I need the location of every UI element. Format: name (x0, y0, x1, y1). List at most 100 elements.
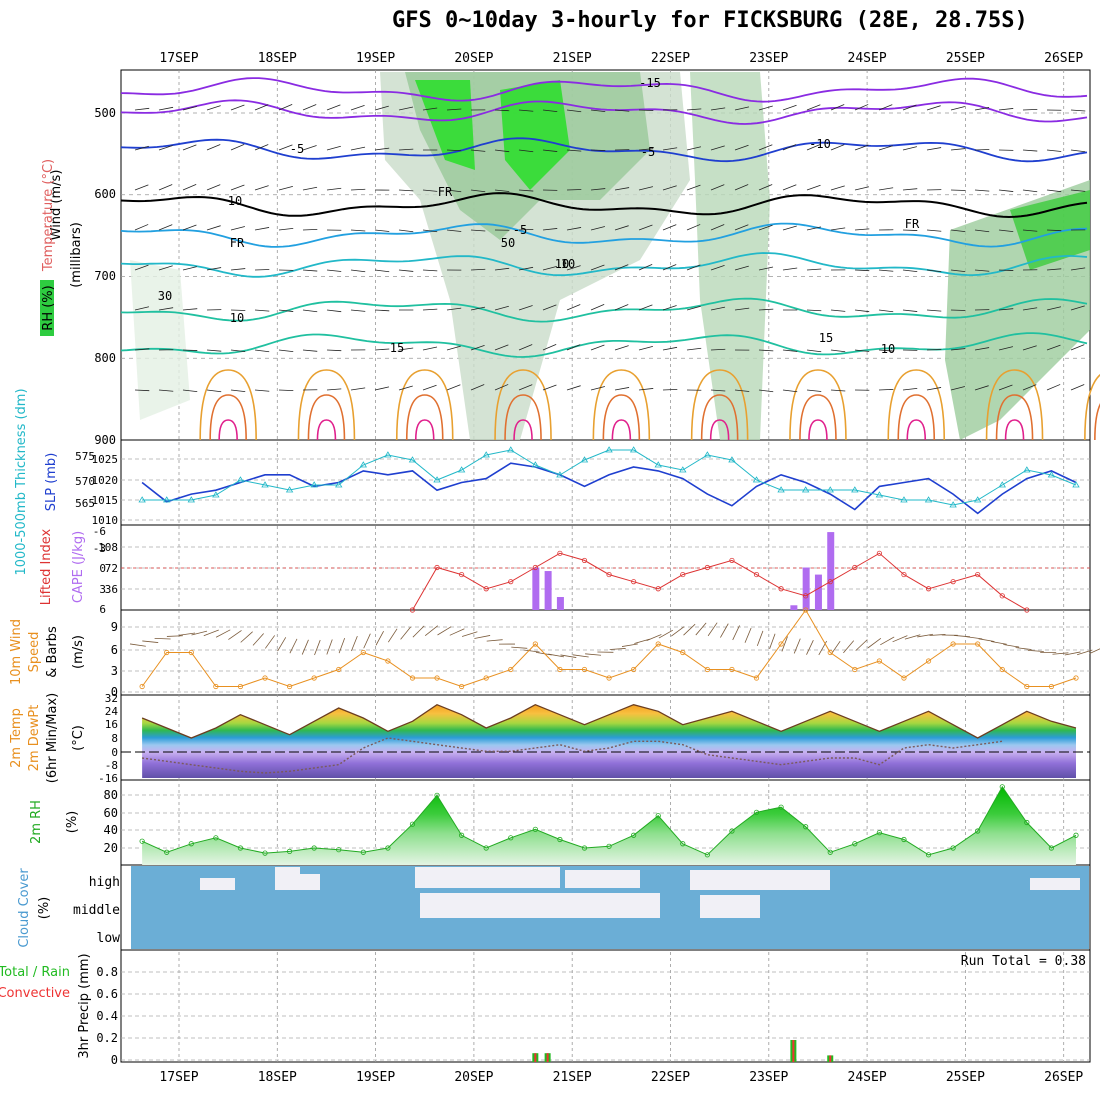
wind-barb (542, 228, 558, 231)
rh-shading (415, 80, 475, 170)
lifted_index-point (434, 564, 440, 571)
thickness-tick: 575 (75, 450, 95, 463)
wind10-barb (585, 653, 602, 656)
wind10-barb (904, 634, 921, 640)
rh2m-point (336, 847, 342, 853)
wind-barb (1022, 345, 1037, 351)
warm-contour (395, 369, 454, 441)
warm-contour (513, 419, 533, 441)
wind-barb (950, 269, 966, 273)
rh2m-unit: (%) (65, 811, 80, 834)
li-tick: -6 (93, 525, 106, 538)
temp2m-label-a: 2m Temp (9, 708, 24, 768)
wind-barb (1022, 149, 1038, 152)
wind-barb (662, 109, 678, 111)
wind-barb (446, 345, 461, 351)
wind-barb (590, 226, 605, 231)
wind-barb (614, 109, 630, 112)
wind-barb (878, 187, 894, 191)
wind10-barb (424, 625, 439, 636)
wind-barb (182, 266, 198, 271)
cape-bar (827, 532, 835, 610)
wind-barb (470, 229, 486, 232)
rh2m-point (975, 828, 981, 834)
lifted_index-point (778, 586, 784, 592)
wind-barb (686, 389, 702, 391)
precip-panel (120, 949, 1091, 1063)
wind10m-point (852, 666, 858, 673)
wind-barb (806, 226, 822, 231)
wind10m-point (680, 649, 686, 656)
temperature-contour (120, 297, 1088, 323)
wind-barb (1022, 108, 1038, 111)
thickness-point (482, 451, 490, 458)
wind-barb (998, 149, 1014, 151)
wind-barb (374, 386, 390, 391)
wind10m-point (483, 675, 489, 681)
wind-barb (518, 344, 533, 351)
wind-barb (638, 224, 653, 231)
wind10-barb (867, 638, 882, 649)
wind10-barb (1076, 649, 1093, 656)
thickness-point (261, 481, 269, 488)
wind-barb (350, 269, 366, 273)
wind-barb (734, 349, 750, 351)
cape-tick: 72 (105, 562, 118, 575)
wind-barb (374, 309, 390, 312)
wind10-barb (707, 622, 718, 637)
cape-bar (556, 597, 564, 610)
precip-tick: 0.2 (96, 1031, 118, 1045)
wind-barb (350, 387, 366, 391)
wind10-barb (449, 628, 465, 636)
cloud-gap (700, 895, 760, 918)
slp-label: SLP (mb) (44, 453, 59, 512)
cape-panel (120, 524, 1091, 611)
wind-barb (662, 346, 678, 351)
wind-barb (326, 388, 342, 391)
lifted_index-point (876, 550, 882, 556)
wind-barb (638, 345, 653, 351)
thickness-point (777, 486, 785, 493)
warm-contour (199, 369, 257, 441)
wind-barb (758, 266, 774, 271)
lifted_index-point (852, 564, 858, 571)
wind-barb (206, 349, 222, 352)
wind10-barb (621, 643, 638, 647)
wind-barb (254, 104, 269, 111)
warm-contour (504, 394, 542, 441)
wind-barb (590, 109, 606, 113)
wind10-barb (670, 626, 685, 637)
lifted_index-point (680, 571, 686, 578)
wind-barb (998, 189, 1014, 192)
date-tick-bottom: 22SEP (651, 1070, 690, 1085)
date-tick-bottom: 20SEP (454, 1070, 493, 1085)
wind-barb (518, 384, 533, 391)
rh2m-point (139, 838, 145, 844)
wind-barb (782, 309, 798, 311)
wind-barb (782, 389, 798, 393)
li-tick: 3 (99, 583, 106, 596)
cloud-gap (300, 874, 320, 890)
wind10-barb (806, 640, 814, 655)
wind-barb (782, 225, 797, 231)
warm-contour (494, 369, 552, 441)
wind-barb (926, 105, 941, 111)
precip-tick: 0.8 (96, 965, 118, 979)
wind-barb (1046, 306, 1062, 311)
contour-label: -5 (290, 142, 304, 156)
wind-barb (782, 267, 798, 271)
wind10-barb (880, 636, 895, 646)
temperature-contour (120, 252, 1088, 278)
wind-barb (326, 229, 342, 231)
warm-contour (985, 369, 1044, 441)
wind-barb (950, 348, 966, 351)
thickness-point (728, 456, 736, 463)
wind-barb (326, 309, 342, 313)
precip-tick: 0.6 (96, 987, 118, 1001)
wind10-barb (818, 640, 828, 656)
wind-barb (1070, 229, 1086, 231)
wind10-barb (744, 627, 752, 643)
cape-label: CAPE (J/kg) (71, 531, 86, 603)
date-tick-bottom: 26SEP (1044, 1070, 1083, 1085)
thickness-point (163, 496, 171, 503)
